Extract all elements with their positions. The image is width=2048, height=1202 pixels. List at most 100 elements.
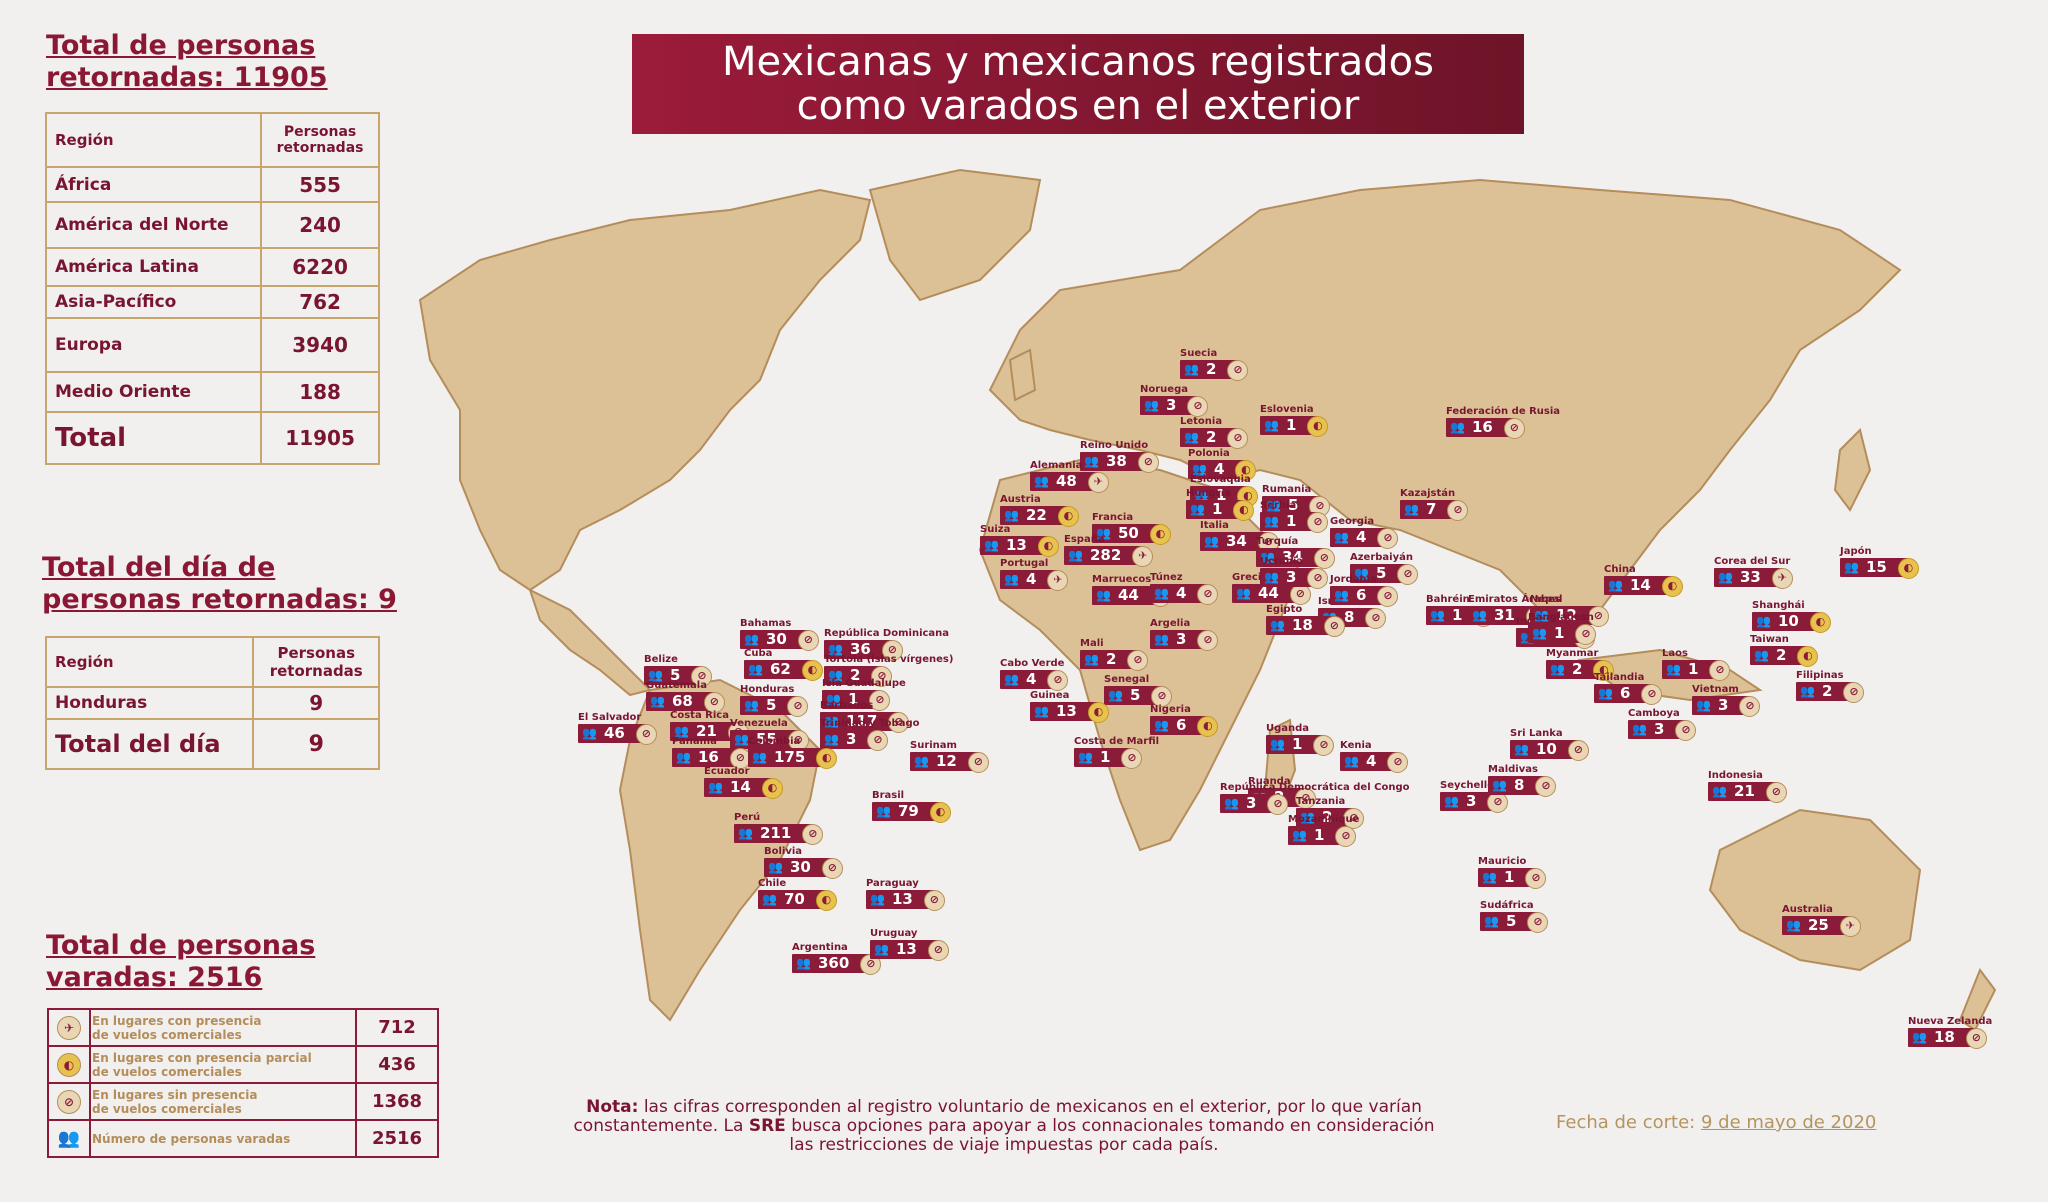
country-label: Senegal [1104,674,1150,685]
country-count-tag: 👥 3 ⊘ [1220,794,1289,815]
country-count: 46 [604,724,625,742]
people-icon: 👥 [1068,548,1083,562]
country-label: Tailandia [1594,672,1645,683]
country-count: 6 [1620,684,1631,702]
region-cell: Europa [44,317,263,373]
country-label: Federación de Rusia [1446,406,1561,417]
country-label: Venezuela [730,718,788,729]
note-text: Nota: las cifras corresponden al registr… [534,1098,1474,1155]
country-label: Italia [1200,520,1229,531]
country-count: 13 [1006,536,1027,554]
country-count-tag: 👥 3 ⊘ [1440,792,1509,813]
country-count: 16 [1472,418,1493,436]
country-count-tag: 👥 7 ⊘ [1400,500,1469,521]
region-cell: Honduras [44,686,255,720]
country-label: Ecuador [704,766,750,777]
retornadas-title-line2: retornadas: 11905 [46,62,328,93]
no-flight-icon: ⊘ [691,666,713,687]
country-label: Argelia [1150,618,1191,629]
no-flight-icon: ⊘ [888,712,910,733]
country-label: Tórtola (islas vírgenes) [824,654,954,665]
country-count: 18 [1292,616,1313,634]
people-icon: 👥 [1598,686,1613,700]
legend-label-l2: de vuelos comerciales [92,1027,242,1042]
varadas-title-line1: Total de personas [46,930,316,961]
no-flight-icon: ⊘ [1641,684,1663,705]
country-label: Emiratos Árabes [1468,594,1561,605]
people-icon: 👥 [1194,488,1209,502]
country-label: Maldivas [1488,764,1538,775]
country-count-tag: 👥 3 ⊘ [1628,720,1697,741]
table-row: América Latina 6220 [44,247,380,287]
legend-label-l1: En lugares sin presencia [92,1087,258,1102]
australia-landmass [1708,808,1922,972]
people-icon: 👥 [1154,632,1169,646]
country-count: 4 [1026,670,1037,688]
people-icon: 👥 [1334,530,1349,544]
people-icon: 👥 [676,750,691,764]
country-label: Japón [1840,546,1872,557]
country-count: 7 [1426,500,1437,518]
country-count: 1 [1554,624,1565,642]
people-icon: 👥 [738,826,753,840]
legend-row: 👥 Número de personas varadas 2516 [47,1119,439,1158]
country-count-tag: 👥 34 ⊘ [1256,548,1335,569]
people-icon: 👥 [1144,398,1159,412]
people-icon: 👥 [1912,1030,1927,1044]
country-count-tag: 👥 1 ⊘ [1288,826,1357,847]
people-icon: 👥 [1450,420,1465,434]
partial-flight-icon: ◐ [1087,702,1109,723]
country-count-tag: 👥 2 ⊘ [1180,360,1249,381]
no-flight-icon: ⊘ [923,890,945,911]
country-label: Paraguay [866,878,919,889]
country-count: 10 [1778,612,1799,630]
country-count: 3 [1166,396,1177,414]
country-count-tag: 👥 5 ⊘ [644,666,713,687]
no-flight-icon: ⊘ [1197,584,1219,605]
people-icon: 👥 [1532,626,1547,640]
country-label: Túnez [1150,572,1183,583]
partial-flight-icon: ◐ [1593,660,1615,681]
country-count-tag: 👥 2 ◐ [1546,660,1615,681]
no-flight-icon: ⊘ [1575,624,1597,645]
people-icon: 👥 [1108,688,1123,702]
people-icon: 👥 [824,714,839,728]
country-count-tag: 👥 14 ◐ [704,778,783,799]
no-flight-icon: ⊘ [1313,735,1335,756]
country-count-tag: 👥 50 ◐ [1092,524,1171,545]
country-count: 44 [1258,584,1279,602]
country-count-tag: 👥 62 ◐ [744,660,823,681]
no-flight-icon: ⊘ [1227,428,1249,449]
partial-flight-icon: ◐ [1797,646,1819,667]
country-count-tag: 👥 5 ⊘ [1262,496,1331,517]
country-count: 3 [1654,720,1665,738]
people-icon: 👥 [1192,462,1207,476]
country-count: 10 [1536,740,1557,758]
country-count-tag: 👥 13 ◐ [980,536,1059,557]
table-row: Asia-Pacífico 762 [44,285,380,319]
people-icon: 👥 [1632,722,1647,736]
country-label: Kenia [1340,740,1372,751]
no-flight-icon: ⊘ [1289,584,1311,605]
country-label: Jordania [1330,574,1377,585]
varadas-title: Total de personas varadas: 2516 [46,930,315,994]
people-icon: 👥 [582,726,597,740]
no-flight-icon: ⊘ [821,858,843,879]
no-flight-icon: ⊘ [1675,720,1697,741]
country-label: Bangladesh [1528,612,1594,623]
people-icon: 👥 [1800,684,1815,698]
country-label: Trinidad y Tobago [820,718,920,729]
retornadas-title: Total de personas retornadas: 11905 [46,30,328,94]
country-count: 1 [1504,868,1515,886]
people-icon: 👥 [1666,662,1681,676]
people-icon: 👥 [1712,784,1727,798]
country-label: Mozambique [1288,814,1360,825]
retornadas-head-personas: Personas retornadas [260,112,380,168]
people-icon: 👥 [1492,778,1507,792]
country-count-tag: 👥 4 ✈ [1000,570,1069,591]
country-label: Corea del Sur [1714,556,1791,567]
no-flight-icon: ⊘ [797,630,819,651]
people-icon: 👥 [744,632,759,646]
country-count: 18 [1934,1028,1955,1046]
country-count: 5 [766,696,777,714]
